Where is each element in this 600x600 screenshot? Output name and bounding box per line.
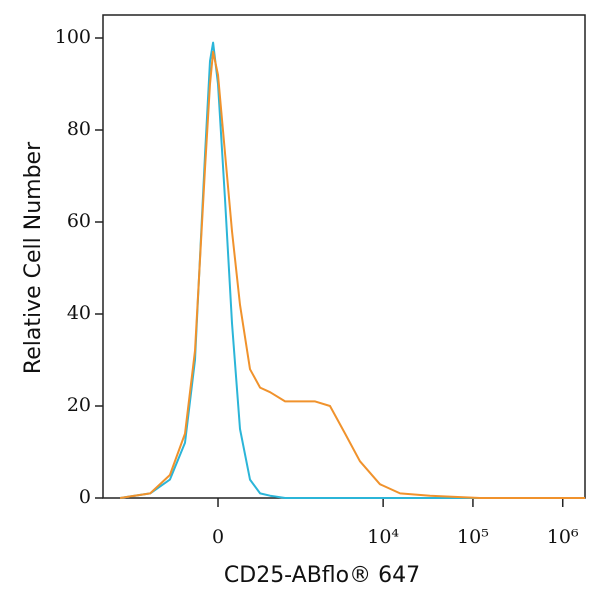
y-tick-label: 100 <box>55 26 91 48</box>
y-tick-label: 0 <box>79 486 91 508</box>
y-tick-label: 40 <box>67 302 91 324</box>
series-line <box>119 41 585 499</box>
series-line <box>119 50 585 499</box>
y-axis-label: Relative Cell Number <box>21 141 46 374</box>
x-axis-label: CD25-ABflo® 647 <box>224 563 420 588</box>
x-tick-label: 10⁵ <box>457 526 489 548</box>
x-tick-label: 10⁴ <box>367 526 399 548</box>
x-tick-label: 10⁶ <box>547 526 579 548</box>
x-tick-label: 0 <box>212 526 224 548</box>
y-tick-label: 60 <box>67 210 91 232</box>
y-tick-label: 80 <box>67 118 91 140</box>
y-tick-label: 20 <box>67 394 91 416</box>
plot-frame <box>102 14 586 499</box>
